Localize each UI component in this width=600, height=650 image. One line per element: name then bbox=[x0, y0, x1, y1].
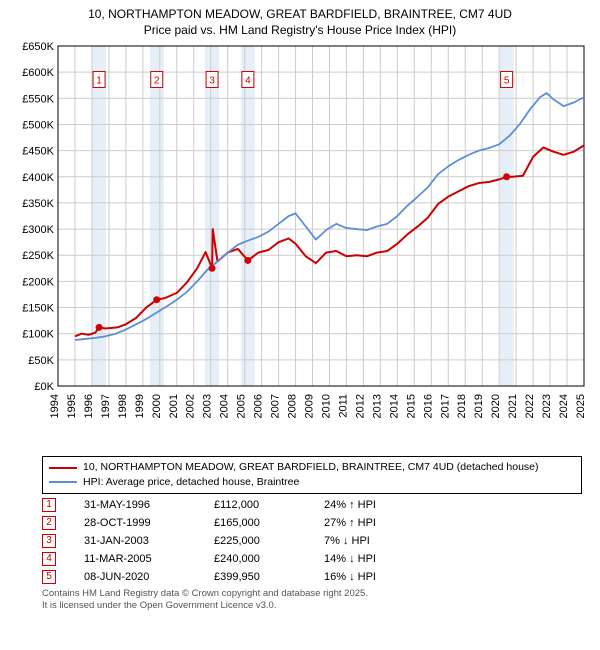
chart-title: 10, NORTHAMPTON MEADOW, GREAT BARDFIELD,… bbox=[0, 0, 600, 40]
svg-text:£250K: £250K bbox=[22, 251, 54, 263]
transaction-row: 1 31-MAY-1996£112,00024% ↑ HPI bbox=[42, 498, 582, 512]
svg-text:2011: 2011 bbox=[337, 394, 349, 418]
svg-text:1997: 1997 bbox=[100, 394, 112, 418]
svg-text:5: 5 bbox=[504, 76, 510, 87]
svg-text:2003: 2003 bbox=[202, 394, 214, 418]
svg-text:2014: 2014 bbox=[388, 394, 400, 418]
svg-text:2015: 2015 bbox=[405, 394, 417, 418]
transaction-row: 2 28-OCT-1999£165,00027% ↑ HPI bbox=[42, 516, 582, 530]
transaction-table: 1 31-MAY-1996£112,00024% ↑ HPI 2 28-OCT-199… bbox=[42, 498, 582, 584]
transaction-row: 4 11-MAR-2005£240,00014% ↓ HPI bbox=[42, 552, 582, 566]
transaction-row: 5 08-JUN-2020£399,95016% ↓ HPI bbox=[42, 570, 582, 584]
svg-text:£0K: £0K bbox=[34, 381, 54, 393]
legend-swatch bbox=[49, 467, 77, 469]
svg-text:1994: 1994 bbox=[49, 394, 61, 418]
svg-text:£650K: £650K bbox=[22, 41, 54, 53]
svg-text:£350K: £350K bbox=[22, 198, 54, 210]
transaction-price: £399,950 bbox=[214, 571, 324, 583]
legend: 10, NORTHAMPTON MEADOW, GREAT BARDFIELD,… bbox=[42, 456, 582, 493]
transaction-date: 31-MAY-1996 bbox=[84, 499, 214, 511]
svg-text:2012: 2012 bbox=[354, 394, 366, 418]
title-line-1: 10, NORTHAMPTON MEADOW, GREAT BARDFIELD,… bbox=[10, 6, 590, 22]
svg-text:1995: 1995 bbox=[66, 394, 78, 418]
svg-text:2000: 2000 bbox=[151, 394, 163, 418]
svg-text:2020: 2020 bbox=[490, 394, 502, 418]
footnote: Contains HM Land Registry data © Crown c… bbox=[42, 588, 582, 613]
transaction-diff: 14% ↓ HPI bbox=[324, 553, 444, 565]
legend-label: HPI: Average price, detached house, Brai… bbox=[83, 475, 299, 490]
svg-text:2025: 2025 bbox=[575, 394, 587, 418]
title-line-2: Price paid vs. HM Land Registry's House … bbox=[10, 22, 590, 38]
svg-text:3: 3 bbox=[209, 76, 215, 87]
svg-text:2013: 2013 bbox=[371, 394, 383, 418]
svg-text:2: 2 bbox=[154, 76, 160, 87]
svg-text:1998: 1998 bbox=[117, 394, 129, 418]
transaction-date: 31-JAN-2003 bbox=[84, 535, 214, 547]
svg-text:2009: 2009 bbox=[304, 394, 316, 418]
svg-text:2008: 2008 bbox=[287, 394, 299, 418]
svg-text:2019: 2019 bbox=[473, 394, 485, 418]
transaction-price: £112,000 bbox=[214, 499, 324, 511]
svg-text:£50K: £50K bbox=[28, 355, 54, 367]
transaction-diff: 24% ↑ HPI bbox=[324, 499, 444, 511]
svg-text:£300K: £300K bbox=[22, 224, 54, 236]
svg-text:2016: 2016 bbox=[422, 394, 434, 418]
svg-text:2002: 2002 bbox=[185, 394, 197, 418]
price-chart: £0K £50K £100K £150K £200K £250K £300K £350K £40… bbox=[10, 40, 590, 450]
transaction-date: 08-JUN-2020 bbox=[84, 571, 214, 583]
svg-text:£600K: £600K bbox=[22, 68, 54, 80]
svg-text:2005: 2005 bbox=[236, 394, 248, 418]
transaction-date: 11-MAR-2005 bbox=[84, 553, 214, 565]
svg-text:2007: 2007 bbox=[270, 394, 282, 418]
transaction-diff: 16% ↓ HPI bbox=[324, 571, 444, 583]
svg-text:2010: 2010 bbox=[320, 394, 332, 418]
svg-text:£200K: £200K bbox=[22, 277, 54, 289]
svg-text:2023: 2023 bbox=[541, 394, 553, 418]
svg-text:2021: 2021 bbox=[507, 394, 519, 418]
transaction-marker: 2 bbox=[42, 516, 56, 530]
svg-text:£100K: £100K bbox=[22, 329, 54, 341]
svg-text:£400K: £400K bbox=[22, 172, 54, 184]
svg-text:2001: 2001 bbox=[168, 394, 180, 418]
svg-text:£550K: £550K bbox=[22, 94, 54, 106]
transaction-marker: 5 bbox=[42, 570, 56, 584]
transaction-marker: 4 bbox=[42, 552, 56, 566]
transaction-marker: 3 bbox=[42, 534, 56, 548]
svg-text:£150K: £150K bbox=[22, 303, 54, 315]
transaction-price: £240,000 bbox=[214, 553, 324, 565]
svg-text:2017: 2017 bbox=[439, 394, 451, 418]
legend-item: HPI: Average price, detached house, Brai… bbox=[49, 475, 575, 490]
legend-item: 10, NORTHAMPTON MEADOW, GREAT BARDFIELD,… bbox=[49, 460, 575, 475]
footnote-line-2: It is licensed under the Open Government… bbox=[42, 600, 582, 612]
transaction-date: 28-OCT-1999 bbox=[84, 517, 214, 529]
svg-text:£450K: £450K bbox=[22, 146, 54, 158]
footnote-line-1: Contains HM Land Registry data © Crown c… bbox=[42, 588, 582, 600]
svg-text:2022: 2022 bbox=[524, 394, 536, 418]
svg-text:1996: 1996 bbox=[83, 394, 95, 418]
svg-text:1999: 1999 bbox=[134, 394, 146, 418]
svg-text:2024: 2024 bbox=[558, 394, 570, 418]
transaction-diff: 27% ↑ HPI bbox=[324, 517, 444, 529]
svg-text:4: 4 bbox=[245, 76, 251, 87]
svg-text:2006: 2006 bbox=[253, 394, 265, 418]
transaction-price: £165,000 bbox=[214, 517, 324, 529]
svg-text:1: 1 bbox=[96, 76, 102, 87]
transaction-price: £225,000 bbox=[214, 535, 324, 547]
legend-label: 10, NORTHAMPTON MEADOW, GREAT BARDFIELD,… bbox=[83, 460, 539, 475]
transaction-row: 3 31-JAN-2003£225,0007% ↓ HPI bbox=[42, 534, 582, 548]
svg-text:2018: 2018 bbox=[456, 394, 468, 418]
transaction-diff: 7% ↓ HPI bbox=[324, 535, 444, 547]
svg-text:£500K: £500K bbox=[22, 120, 54, 132]
svg-text:2004: 2004 bbox=[219, 394, 231, 418]
transaction-marker: 1 bbox=[42, 498, 56, 512]
legend-swatch bbox=[49, 481, 77, 483]
